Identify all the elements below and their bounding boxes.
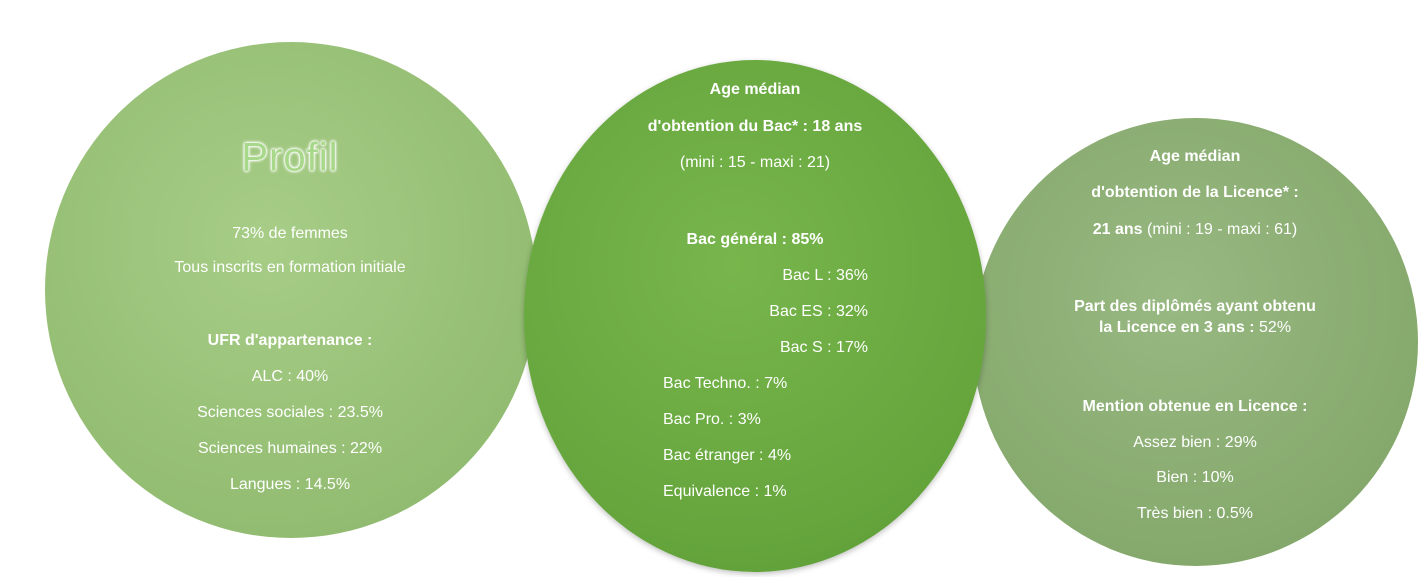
- bold-text: la Licence en 3 ans :: [1098, 319, 1255, 336]
- info-line: (mini : 15 - maxi : 21): [680, 153, 830, 173]
- info-line: Part des diplômés ayant obtenu: [1074, 297, 1316, 317]
- info-line: Age médian: [1150, 147, 1241, 167]
- bold-text: d'obtention du Bac* : 18 ans: [647, 118, 863, 135]
- text: Sciences sociales : 23.5%: [197, 404, 383, 421]
- info-line: Equivalence : 1%: [663, 482, 787, 502]
- info-line: Bac S : 17%: [780, 338, 868, 358]
- bold-text: Bac général : 85%: [686, 231, 824, 248]
- text: Bac S : 17%: [779, 339, 868, 356]
- bold-text: Age médian: [709, 81, 801, 98]
- text: ALC : 40%: [251, 368, 329, 385]
- text: Sciences humaines : 22%: [197, 440, 383, 457]
- bold-text: d'obtention de la Licence* :: [1091, 184, 1299, 201]
- text: Bac ES : 32%: [769, 303, 868, 320]
- bold-text: Part des diplômés ayant obtenu: [1074, 298, 1316, 315]
- text: Assez bien : 29%: [1133, 434, 1257, 451]
- text: Bac étranger : 4%: [663, 447, 792, 464]
- bac-circle: [524, 60, 986, 572]
- bold-text: 21 ans: [1092, 221, 1143, 238]
- text: Langues : 14.5%: [229, 476, 351, 493]
- text: 52%: [1254, 319, 1292, 336]
- text: Très bien : 0.5%: [1137, 505, 1253, 522]
- info-line: d'obtention de la Licence* :: [1091, 183, 1298, 203]
- info-line: Bien : 10%: [1156, 468, 1233, 488]
- text: Equivalence : 1%: [663, 483, 787, 500]
- profile-circle: [45, 42, 537, 538]
- text: Bien : 10%: [1156, 469, 1234, 486]
- info-line: ALC : 40%: [252, 367, 328, 387]
- info-line: Assez bien : 29%: [1133, 433, 1257, 453]
- licence-circle: [973, 118, 1418, 566]
- info-line: 21 ans (mini : 19 - maxi : 61): [1093, 220, 1298, 240]
- text: Bac Techno. : 7%: [663, 375, 788, 392]
- info-line: Sciences humaines : 22%: [198, 439, 382, 459]
- info-line: 73% de femmes: [232, 224, 348, 244]
- info-line: UFR d'appartenance :: [208, 331, 373, 351]
- info-line: Langues : 14.5%: [230, 475, 350, 495]
- info-line: Bac Pro. : 3%: [663, 410, 761, 430]
- text: Tous inscrits en formation initiale: [174, 259, 406, 276]
- info-line: Age médian: [710, 80, 801, 100]
- info-line: d'obtention du Bac* : 18 ans: [648, 117, 863, 137]
- text: (mini : 15 - maxi : 21): [679, 154, 831, 171]
- circle-title: Profil: [241, 135, 339, 180]
- bold-text: UFR d'appartenance :: [207, 332, 373, 349]
- info-line: Bac Techno. : 7%: [663, 374, 787, 394]
- info-line: Sciences sociales : 23.5%: [197, 403, 383, 423]
- text: Bac Pro. : 3%: [663, 411, 761, 428]
- info-line: Bac étranger : 4%: [663, 446, 791, 466]
- info-line: Très bien : 0.5%: [1137, 504, 1253, 524]
- info-line: Bac L : 36%: [782, 266, 868, 286]
- text: (mini : 19 - maxi : 61): [1142, 221, 1298, 238]
- info-line: Mention obtenue en Licence :: [1083, 397, 1308, 417]
- bold-text: Mention obtenue en Licence :: [1082, 398, 1308, 415]
- text: Bac L : 36%: [782, 267, 868, 284]
- bold-text: Age médian: [1149, 148, 1241, 165]
- info-line: Tous inscrits en formation initiale: [174, 258, 405, 278]
- info-line: Bac général : 85%: [687, 230, 824, 250]
- info-line: la Licence en 3 ans : 52%: [1099, 318, 1291, 338]
- info-line: Bac ES : 32%: [769, 302, 868, 322]
- text: 73% de femmes: [232, 225, 348, 242]
